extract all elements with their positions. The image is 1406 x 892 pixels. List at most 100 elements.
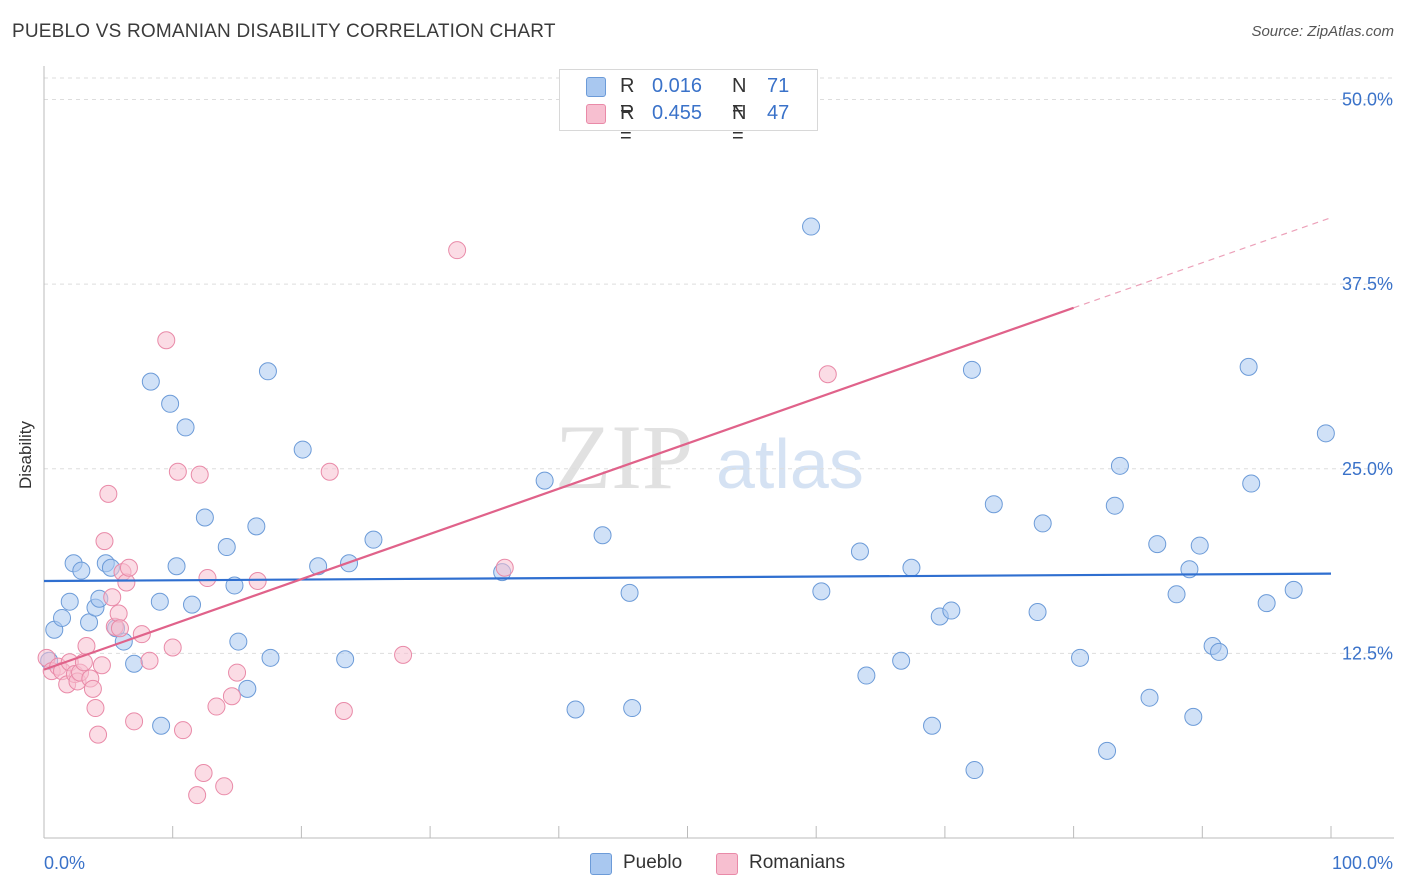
r-label: R =: [620, 75, 635, 120]
n-value: 47: [767, 102, 790, 124]
data-point: [228, 663, 247, 682]
data-point: [176, 418, 195, 437]
data-point: [140, 651, 159, 670]
data-point: [247, 517, 266, 536]
data-point: [1210, 642, 1229, 661]
data-point: [110, 619, 129, 638]
data-point: [225, 576, 244, 595]
romanians-swatch: [586, 104, 606, 124]
n-label: N =: [732, 102, 747, 147]
data-point: [1110, 456, 1129, 475]
correlation-legend: R = 0.016 N = 71 R = 0.455 N = 47: [559, 69, 818, 147]
data-point: [1028, 603, 1047, 622]
data-point: [902, 558, 921, 577]
source-label: Source: ZipAtlas.com: [1251, 23, 1394, 40]
data-point: [623, 699, 642, 718]
data-point: [857, 666, 876, 685]
data-point: [1140, 688, 1159, 707]
data-point: [1239, 357, 1258, 376]
data-point: [261, 648, 280, 667]
y-tick-label: 25.0%: [1342, 459, 1393, 479]
data-point: [1242, 474, 1261, 493]
watermark-atlas: atlas: [716, 425, 864, 503]
data-point: [207, 697, 226, 716]
trend-line: [43, 572, 1332, 583]
data-point: [194, 764, 213, 783]
data-point: [95, 532, 114, 551]
data-point: [92, 656, 111, 675]
watermark-zip: ZIP: [555, 406, 693, 508]
data-point: [150, 592, 169, 611]
r-label: R =: [620, 102, 635, 147]
data-point: [566, 700, 585, 719]
data-point: [1284, 580, 1303, 599]
data-point: [83, 679, 102, 698]
n-value: 71: [767, 75, 790, 97]
watermark: ZIP atlas: [555, 406, 864, 508]
data-point: [152, 716, 171, 735]
data-point: [190, 465, 209, 484]
data-point: [1098, 741, 1117, 760]
data-point: [183, 595, 202, 614]
data-point: [320, 462, 339, 481]
y-tick-label: 12.5%: [1342, 643, 1393, 663]
data-point: [850, 542, 869, 561]
data-point: [1071, 648, 1090, 667]
data-point: [258, 362, 277, 381]
data-point: [229, 632, 248, 651]
x-tick-labels: 0.0% 100.0%: [44, 853, 1393, 873]
data-point: [336, 650, 355, 669]
data-point: [364, 530, 383, 549]
data-point: [942, 601, 961, 620]
data-point: [222, 687, 241, 706]
data-point: [892, 651, 911, 670]
data-point: [188, 786, 207, 805]
y-axis-label: Disability: [16, 420, 35, 490]
data-point: [923, 716, 942, 735]
data-point: [161, 394, 180, 413]
data-point: [1167, 585, 1186, 604]
axes: [43, 66, 1394, 839]
data-point: [1257, 594, 1276, 613]
chart-title: PUEBLO VS ROMANIAN DISABILITY CORRELATIO…: [12, 21, 556, 42]
romanians-legend-label: Romanians: [749, 852, 846, 873]
trend-line-extension: [1073, 217, 1332, 309]
data-point: [1184, 707, 1203, 726]
data-point: [620, 583, 639, 602]
data-point: [99, 484, 118, 503]
data-point: [157, 331, 176, 350]
data-point: [1316, 424, 1335, 443]
data-point: [1148, 535, 1167, 554]
data-point: [495, 558, 514, 577]
data-point: [141, 372, 160, 391]
n-label: N =: [732, 75, 747, 120]
data-point: [818, 365, 837, 384]
data-point: [309, 557, 328, 576]
y-tick-label: 50.0%: [1342, 90, 1393, 110]
data-point: [198, 569, 217, 588]
data-point: [125, 712, 144, 731]
data-point: [802, 217, 821, 236]
data-point: [448, 241, 467, 260]
pueblo-legend-swatch: [590, 853, 612, 875]
r-value: 0.016: [652, 75, 703, 97]
y-tick-labels: 12.5% 25.0% 37.5% 50.0%: [1342, 90, 1393, 664]
y-tick-label: 37.5%: [1342, 274, 1393, 294]
romanians-points: [37, 241, 837, 805]
data-point: [1105, 496, 1124, 515]
data-point: [962, 360, 981, 379]
data-point: [334, 701, 353, 720]
romanians-legend-swatch: [716, 853, 738, 875]
data-point: [119, 558, 138, 577]
data-point: [394, 645, 413, 664]
data-point: [168, 462, 187, 481]
data-point: [217, 538, 236, 557]
data-point: [984, 495, 1003, 514]
data-point: [293, 440, 312, 459]
data-point: [238, 679, 257, 698]
data-point: [125, 654, 144, 673]
data-point: [1033, 514, 1052, 533]
data-point: [248, 572, 267, 591]
data-point: [167, 557, 186, 576]
